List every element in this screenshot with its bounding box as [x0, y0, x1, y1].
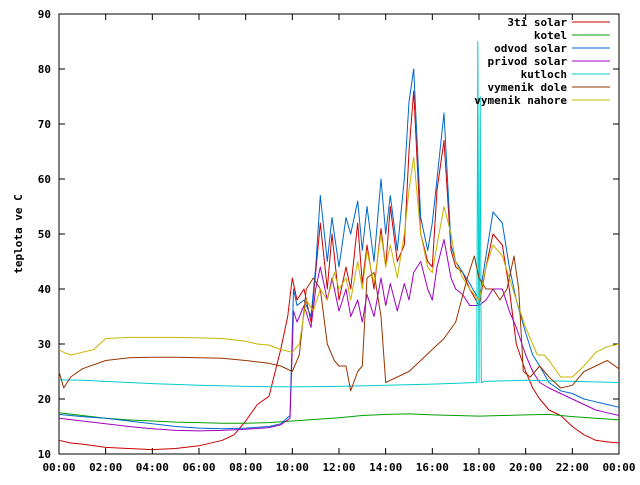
series-line-3ti-solar	[58, 90, 620, 451]
legend-label: vymenik nahore	[474, 94, 567, 107]
x-tick-label: 06:00	[182, 461, 215, 474]
x-tick-label: 20:00	[509, 461, 542, 474]
y-axis-label: teplota ve C	[12, 194, 25, 273]
y-tick-label: 90	[38, 8, 51, 21]
x-tick-label: 18:00	[462, 461, 495, 474]
series-line-vymenik-nahore	[58, 156, 620, 378]
series-line-vymenik-dole	[58, 255, 620, 392]
legend-label: 3ti solar	[507, 16, 567, 29]
series-line-kutloch	[58, 41, 620, 388]
series-line-privod-solar	[58, 239, 620, 432]
x-tick-label: 00:00	[602, 461, 635, 474]
legend-label: kotel	[534, 29, 567, 42]
series-line-kotel	[58, 412, 620, 424]
x-tick-label: 10:00	[276, 461, 309, 474]
x-tick-label: 14:00	[369, 461, 402, 474]
x-tick-label: 00:00	[42, 461, 75, 474]
y-tick-label: 10	[38, 448, 51, 461]
y-tick-label: 30	[38, 338, 51, 351]
x-tick-label: 22:00	[556, 461, 589, 474]
y-tick-label: 50	[38, 228, 51, 241]
x-tick-label: 08:00	[229, 461, 262, 474]
series-layer	[58, 41, 620, 451]
legend-label: kutloch	[521, 68, 567, 81]
x-tick-label: 04:00	[136, 461, 169, 474]
legend-label: vymenik dole	[488, 81, 568, 94]
x-tick-label: 16:00	[416, 461, 449, 474]
ticks-layer: 00:00 02:00 04:00 06:00 08:00 10:00 12:00 14:00…	[38, 8, 636, 474]
legend-label: odvod solar	[494, 42, 567, 55]
x-tick-label: 02:00	[89, 461, 122, 474]
y-tick-label: 80	[38, 63, 51, 76]
y-tick-label: 20	[38, 393, 51, 406]
y-tick-label: 60	[38, 173, 51, 186]
y-tick-label: 40	[38, 283, 51, 296]
y-tick-label: 70	[38, 118, 51, 131]
legend-label: privod solar	[488, 55, 568, 68]
x-tick-label: 12:00	[322, 461, 355, 474]
